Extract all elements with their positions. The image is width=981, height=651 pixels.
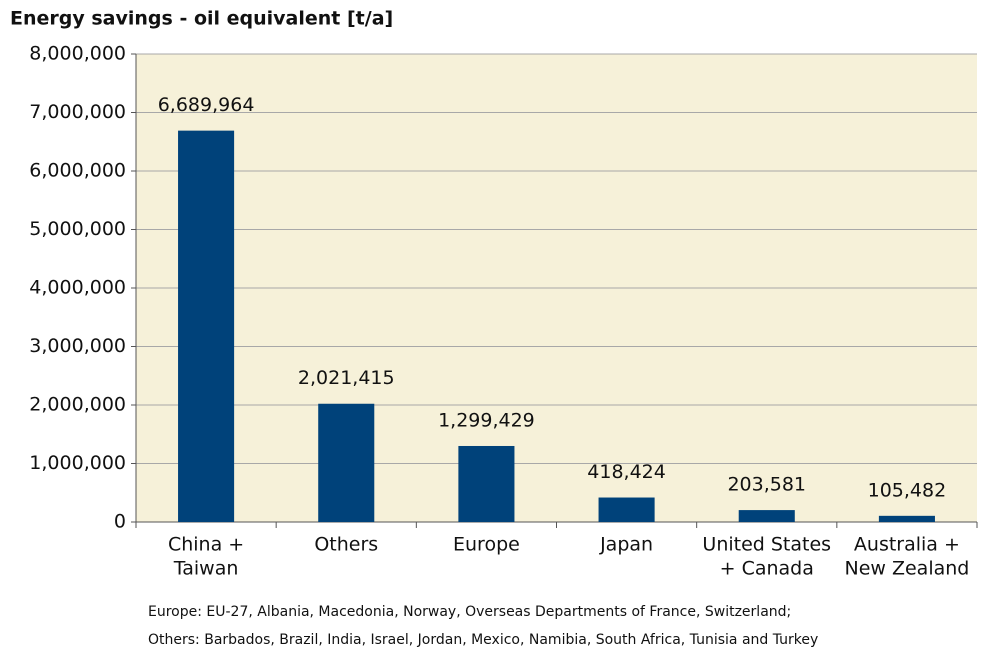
x-tick-label: Taiwan: [173, 558, 239, 580]
x-tick-label: United States: [702, 534, 831, 556]
value-label: 418,424: [587, 461, 666, 483]
bar: [458, 445, 515, 522]
value-label: 203,581: [727, 474, 806, 496]
x-tick-label: New Zealand: [844, 558, 969, 580]
footnote: Europe: EU-27, Albania, Macedonia, Norwa…: [148, 604, 791, 620]
bar: [878, 515, 935, 522]
y-tick-label: 1,000,000: [29, 452, 126, 474]
x-tick-label: Australia +: [854, 534, 960, 556]
bar: [318, 403, 375, 522]
y-tick-label: 8,000,000: [29, 43, 126, 65]
y-tick-label: 6,000,000: [29, 160, 126, 182]
footnote: Others: Barbados, Brazil, India, Israel,…: [148, 632, 818, 648]
value-label: 2,021,415: [298, 367, 395, 389]
value-label: 1,299,429: [438, 409, 535, 431]
bar: [178, 130, 235, 523]
y-tick-label: 4,000,000: [29, 277, 126, 299]
value-label: 6,689,964: [158, 94, 255, 116]
y-tick-label: 5,000,000: [29, 218, 126, 240]
x-tick-label: Japan: [599, 534, 653, 556]
x-tick-label: + Canada: [720, 558, 814, 580]
y-tick-label: 0: [114, 511, 126, 533]
x-tick-label: China +: [168, 534, 244, 556]
bar: [598, 497, 655, 522]
y-tick-label: 3,000,000: [29, 335, 126, 357]
y-tick-label: 2,000,000: [29, 394, 126, 416]
x-tick-label: Europe: [453, 534, 520, 556]
bar: [738, 510, 795, 522]
y-tick-label: 7,000,000: [29, 101, 126, 123]
x-tick-label: Others: [314, 534, 378, 556]
value-label: 105,482: [868, 479, 947, 501]
chart-title: Energy savings - oil equivalent [t/a]: [10, 8, 393, 30]
